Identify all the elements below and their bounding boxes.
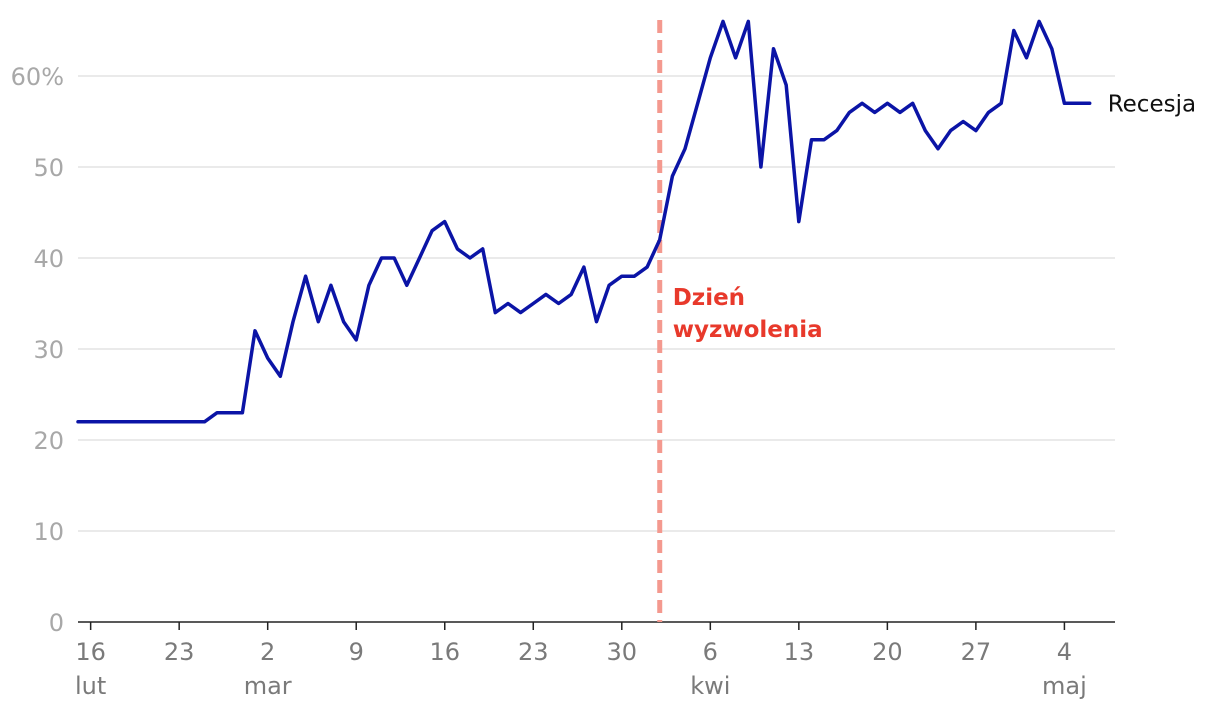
x-tick-label: 23 [518, 638, 549, 666]
y-axis: 0 10 20 30 40 50 60% [11, 63, 64, 637]
annotation-label: Dzień [673, 285, 745, 311]
y-tick-label: 10 [33, 518, 64, 546]
x-tick-month-label: maj [1042, 672, 1087, 700]
x-tick-label: 27 [961, 638, 992, 666]
x-tick-label: 20 [872, 638, 903, 666]
x-tick-label: 9 [349, 638, 364, 666]
series-line [76, 19, 1092, 424]
x-tick-label: 2 [260, 638, 275, 666]
y-tick-label: 50 [33, 154, 64, 182]
x-tick-label: 16 [429, 638, 460, 666]
x-axis: 16 lut 23 2 mar 9 16 23 30 6 kwi 13 20 27 4 maj [75, 622, 1087, 700]
x-tick-label: 13 [784, 638, 815, 666]
gridlines [78, 75, 1115, 532]
x-tick-month-label: kwi [690, 672, 730, 700]
x-tick-label: 30 [607, 638, 638, 666]
y-tick-label: 20 [33, 427, 64, 455]
y-tick-label: 30 [33, 336, 64, 364]
annotations: Dzień wyzwolenia [657, 20, 823, 622]
x-tick-label: 16 [75, 638, 106, 666]
y-tick-label: 0 [49, 609, 64, 637]
series-label: Recesja [1108, 91, 1196, 117]
x-tick-label: 6 [703, 638, 718, 666]
series-group: Recesja [76, 19, 1196, 424]
y-tick-label: 60% [11, 63, 64, 91]
x-tick-month-label: mar [244, 672, 292, 700]
x-tick-month-label: lut [75, 672, 106, 700]
x-tick-label: 4 [1057, 638, 1072, 666]
annotation-label: wyzwolenia [673, 317, 823, 343]
y-tick-label: 40 [33, 245, 64, 273]
x-tick-label: 23 [164, 638, 195, 666]
